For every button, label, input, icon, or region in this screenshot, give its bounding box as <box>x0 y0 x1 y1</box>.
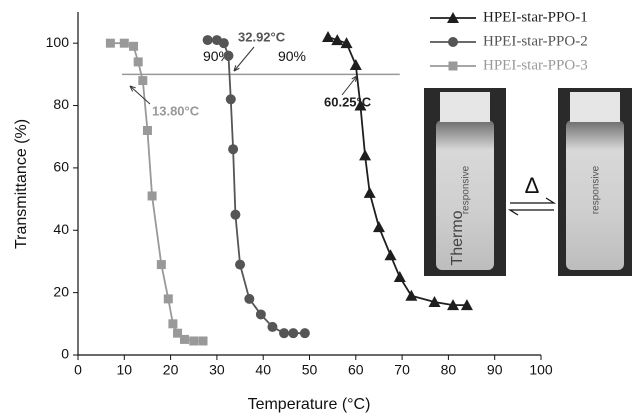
marker <box>168 319 178 329</box>
marker <box>225 94 236 105</box>
marker <box>279 328 290 339</box>
marker <box>133 57 143 67</box>
annotation: 13.80°C <box>152 103 200 118</box>
marker <box>349 59 362 71</box>
annotation-arrow <box>233 46 255 72</box>
marker <box>363 186 376 198</box>
marker <box>147 191 157 201</box>
equilibrium-arrows <box>507 197 557 216</box>
marker <box>138 76 148 86</box>
marker <box>218 38 229 49</box>
y-axis-title: Transmittance (%) <box>13 119 30 249</box>
vial-cap <box>570 92 620 122</box>
x-tick-label: 90 <box>487 362 503 378</box>
marker <box>322 30 335 42</box>
marker <box>235 259 246 270</box>
reference-label: 90% <box>278 48 306 64</box>
marker <box>105 38 115 48</box>
marker <box>156 260 166 270</box>
x-tick-label: 50 <box>302 362 318 378</box>
marker <box>393 271 406 283</box>
marker <box>267 321 278 332</box>
legend-label: HPEI-star-PPO-1 <box>483 9 588 25</box>
vial <box>436 120 494 270</box>
series-line <box>110 42 204 342</box>
x-tick-label: 30 <box>209 362 225 378</box>
legend-marker <box>448 61 458 71</box>
marker <box>163 294 173 304</box>
marker <box>405 289 418 301</box>
annotation: 60.25°C <box>324 94 372 109</box>
marker <box>119 38 129 48</box>
vial-cap <box>440 92 490 122</box>
arrow-head <box>233 65 240 72</box>
marker <box>428 295 441 307</box>
marker <box>129 41 139 51</box>
marker <box>447 299 460 311</box>
y-tick-label: 80 <box>53 96 69 112</box>
legend-marker <box>448 37 458 47</box>
marker <box>189 336 199 346</box>
marker <box>340 37 353 49</box>
annotation: 32.92°C <box>238 29 286 44</box>
legend-label: HPEI-star-PPO-2 <box>483 33 588 49</box>
series-line <box>207 39 305 335</box>
marker <box>230 209 241 220</box>
x-tick-label: 0 <box>74 362 82 378</box>
marker <box>244 293 255 304</box>
marker <box>288 328 299 339</box>
arrow-head <box>351 75 358 82</box>
inset-photo: Thermo responsive responsive Δ <box>424 88 632 276</box>
legend-label: HPEI-star-PPO-3 <box>483 57 588 73</box>
x-axis-title: Temperature (°C) <box>248 396 371 413</box>
marker <box>202 35 213 46</box>
annotation-arrow <box>341 75 358 96</box>
x-tick-label: 10 <box>117 362 133 378</box>
x-tick-label: 80 <box>441 362 457 378</box>
marker <box>173 328 183 338</box>
marker <box>228 144 239 155</box>
y-tick-label: 20 <box>53 283 69 299</box>
marker <box>460 299 473 311</box>
heat-symbol: Δ <box>525 173 540 198</box>
vial-text: Thermo <box>449 210 466 265</box>
marker <box>223 50 234 61</box>
x-tick-label: 70 <box>394 362 410 378</box>
annotation-arrow <box>129 85 151 105</box>
vial-text: responsive <box>461 165 472 214</box>
marker <box>372 221 385 233</box>
x-tick-label: 60 <box>348 362 364 378</box>
y-tick-label: 100 <box>46 34 70 50</box>
marker <box>255 309 266 320</box>
marker <box>198 336 208 346</box>
vial-text: responsive <box>591 165 602 214</box>
marker <box>299 328 310 339</box>
marker <box>179 334 189 344</box>
marker <box>354 99 367 111</box>
x-tick-label: 40 <box>255 362 271 378</box>
y-tick-label: 40 <box>53 221 69 237</box>
reference-label: 90% <box>203 48 231 64</box>
legend-marker <box>447 12 459 23</box>
marker <box>359 149 372 161</box>
y-tick-label: 60 <box>53 159 69 175</box>
marker <box>331 34 344 46</box>
y-tick-label: 0 <box>61 346 69 362</box>
x-tick-label: 100 <box>529 362 553 378</box>
marker <box>142 125 152 135</box>
vial <box>566 120 624 270</box>
marker <box>384 249 397 261</box>
arrow-head <box>129 85 136 92</box>
x-tick-label: 20 <box>163 362 179 378</box>
